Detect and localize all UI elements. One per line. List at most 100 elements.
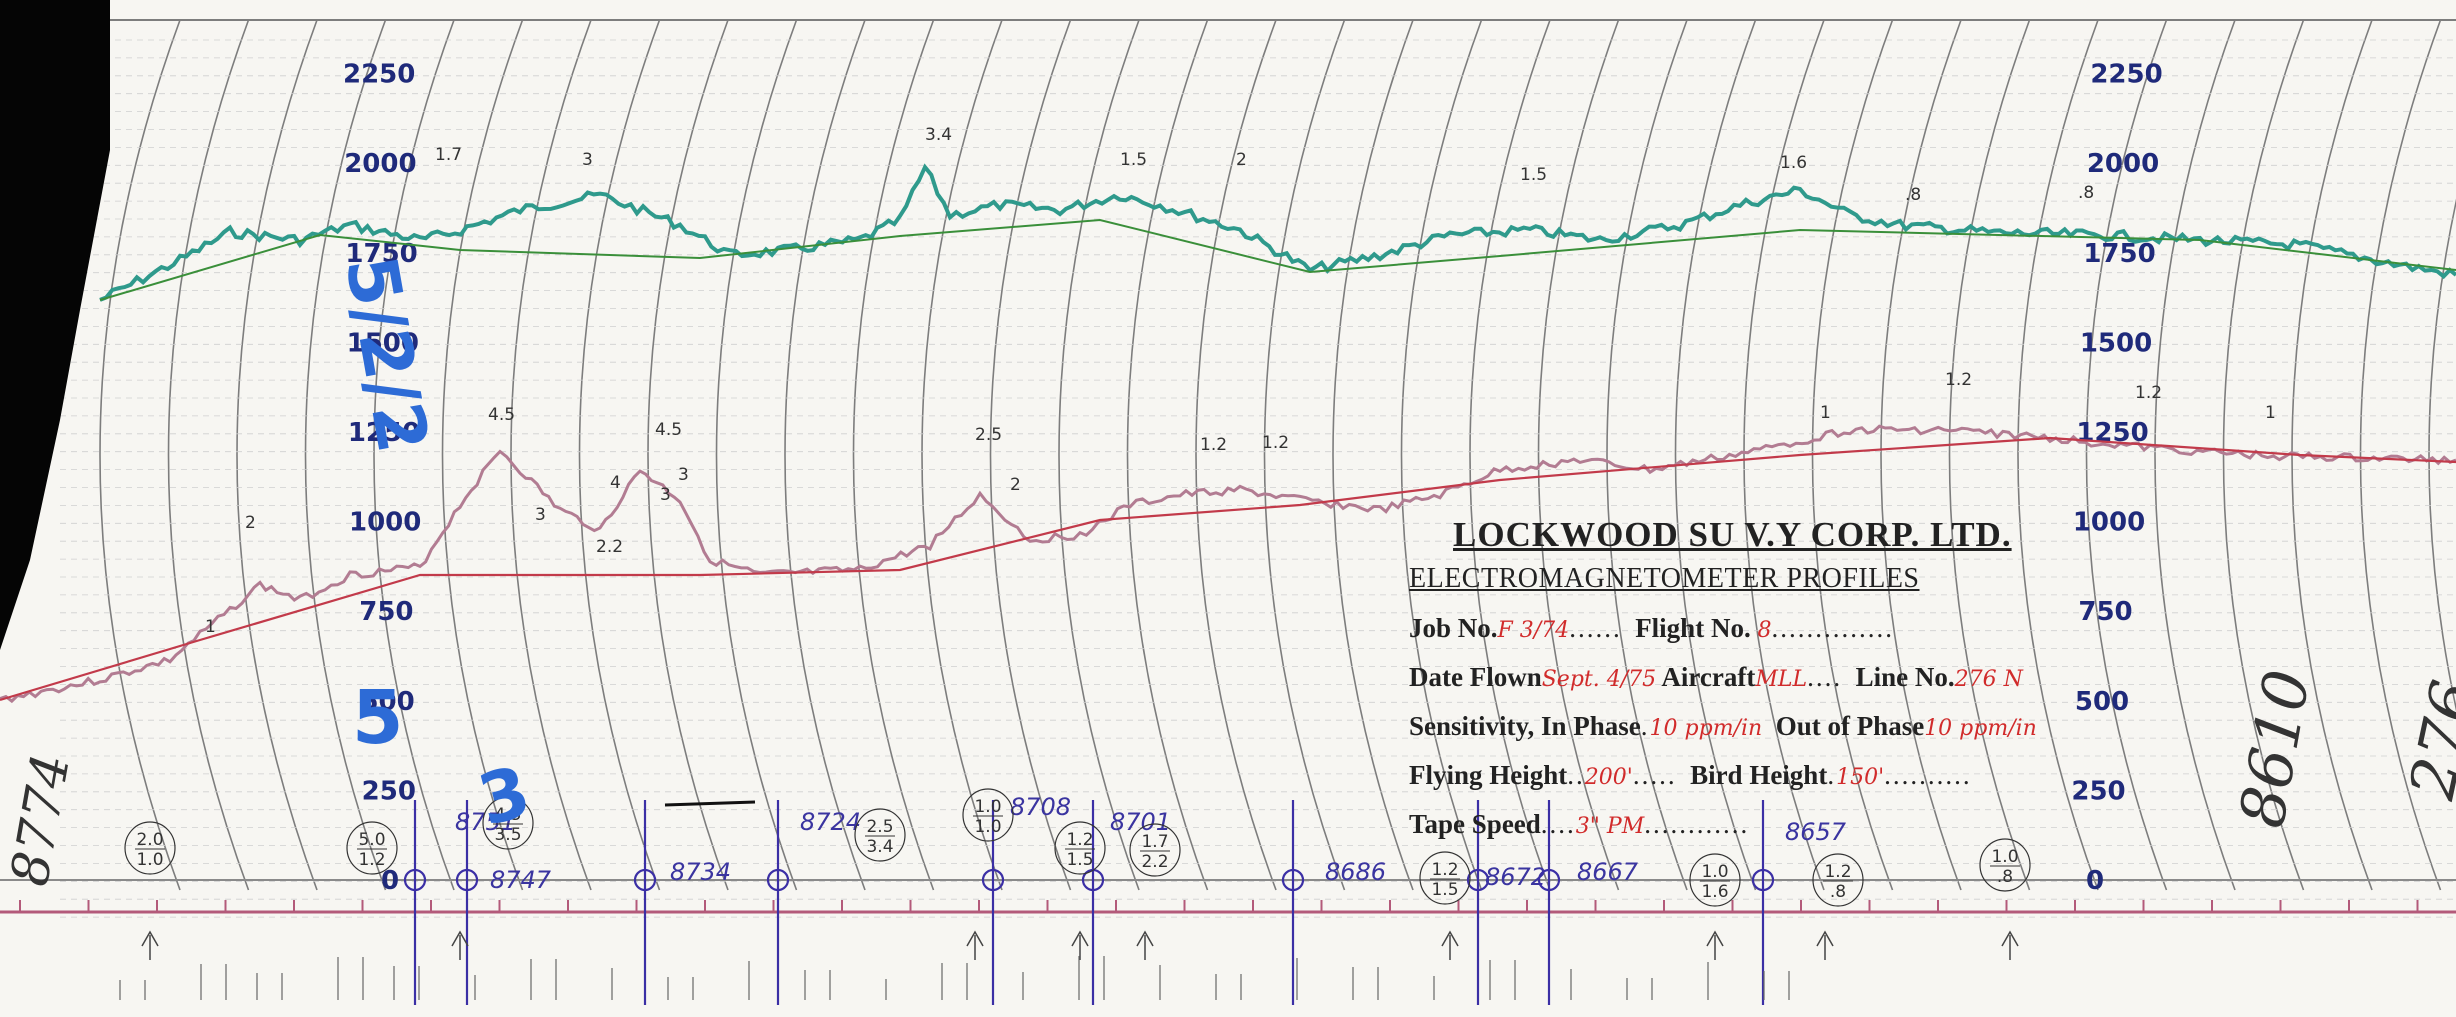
scale-label: 1500 [347,328,419,358]
peak-annotation: 1.2 [2135,383,2162,403]
aircraft-value: MLL [1755,667,1808,692]
scale-label: 1250 [348,418,420,448]
ratio-numerator: 1.2 [1066,830,1093,850]
peak-annotation: 1.2 [1262,433,1289,453]
scale-label: 2250 [2090,60,2162,90]
tape-row: Tape Speed....3" PM............ [1409,809,1750,839]
peak-annotation: 1.2 [1200,435,1227,455]
ratio-denominator: 1.0 [974,817,1001,837]
grid-arc [1263,19,1346,891]
grid-arc [852,19,935,891]
scale-label: 1000 [349,508,421,538]
scale-label: 250 [362,776,416,806]
ratio-numerator: 1.0 [974,797,1001,817]
anomaly-arrow [1071,930,1089,960]
peak-annotation: 2 [1236,150,1247,170]
chart-grid-arcs [99,19,2456,891]
job-row: Job No.F 3/74...... Flight No. 8........… [1409,613,1894,643]
grid-arc [2085,19,2168,891]
grid-arc [1606,19,1688,891]
in-phase-baseline [0,436,2456,702]
ratio-numerator: 1.0 [1991,847,2018,867]
ratio-numerator: 2.0 [136,830,163,850]
fiducial-circle [766,868,790,892]
job-label: Job No. [1409,613,1498,643]
quadrature-baseline [99,218,2456,301]
anomaly-arrow [966,930,984,960]
sensitivity-label: Sensitivity, In Phase [1409,711,1641,741]
grid-arc [167,19,250,891]
grid-arc [921,19,1003,891]
peak-annotation: 1.7 [435,145,462,165]
sensitivity-value: 10 ppm/in [1649,716,1763,741]
fiducial-number: 8686 [1325,858,1386,886]
handwritten-annotations: 211.7 33.41.5 21.51.6.8.84.544.532.521.2 1.… [124,125,2276,907]
peak-annotation: 1 [205,617,216,637]
peak-annotation: 2 [1010,475,1021,495]
job-value: F 3/74 [1497,618,1570,643]
quadrature-curve [99,163,2456,302]
ratio-denominator: .8 [1997,867,2013,887]
company-name: LOCKWOOD SU V.Y CORP. LTD. [1453,515,2012,554]
ratio-numerator: 1.7 [1141,832,1168,852]
ratio-numerator: 5.0 [358,830,385,850]
grid-arc [1058,19,1140,891]
pen-stroke [664,800,756,807]
ratio-numerator: 1.2 [1824,862,1851,882]
scale-label: 0 [2086,866,2104,896]
grid-arc [647,19,729,891]
bird-height-label: Bird Height [1690,760,1828,790]
scale-label: 1500 [2080,328,2152,358]
fiducial-circle [1281,868,1305,892]
grid-arc [2154,19,2236,891]
anomaly-ratio-circle [1054,821,1106,875]
anomaly-arrow [1706,930,1724,960]
ratio-denominator: 1.6 [1701,882,1728,902]
anomaly-ratio-circle [482,796,534,850]
peak-annotation: 4.5 [488,405,515,425]
ratio-numerator: 2.5 [866,817,893,837]
chart-grid-lines [0,19,2456,918]
grid-arc [715,19,798,891]
grid-arc [2359,19,2442,891]
peak-annotation: 3.4 [925,125,952,145]
out-phase-value: 10 ppm/in [1924,716,2037,741]
em-curves [0,163,2456,704]
title-block: LOCKWOOD SU V.Y CORP. LTD. ELECTROMAGNET… [1405,515,2185,845]
line-label: Line No. [1855,662,1955,692]
anomaly-ratio-circle [1812,853,1864,907]
fiducial-circle [981,868,1005,892]
scale-label: 2250 [343,60,415,90]
grid-arc [1743,19,1825,891]
fiducial-number: 8701 [1110,808,1171,836]
fiducial-number: 8672 [1485,863,1546,891]
ratio-denominator: 1.2 [358,850,385,870]
ratio-denominator: 2.2 [1141,852,1168,872]
grid-arc [1674,19,1757,891]
fiducial-circle [403,868,427,892]
grid-arc [578,19,661,891]
peak-annotation: 1 [1820,403,1831,423]
anomaly-arrow [451,930,469,960]
grid-arc [1469,19,1551,891]
chart-subtitle: ELECTROMAGNETOMETER PROFILES [1409,563,1920,594]
grid-arc [1880,19,1962,891]
date-value: Sept. 4/75 [1541,667,1657,692]
peak-annotation: 1.6 [1780,153,1807,173]
anomaly-arrow [1136,930,1154,960]
flight-value: 8 [1757,618,1772,643]
peak-annotation: 2 [245,513,256,533]
ratio-denominator: 3.4 [866,837,893,857]
anomaly-ratio-circle [1979,838,2031,892]
line-value: 276 N [1954,667,2023,692]
grid-arc [1332,19,1414,891]
fiducial-circle [1751,868,1775,892]
scale-label: 0 [381,866,399,896]
grid-arc [1195,19,1277,891]
peak-annotation: 3 [678,465,689,485]
scale-label: 500 [360,687,414,717]
ratio-numerator: 4.5 [494,805,521,825]
ratio-denominator: 3.5 [494,825,521,845]
grid-arc [304,19,387,891]
